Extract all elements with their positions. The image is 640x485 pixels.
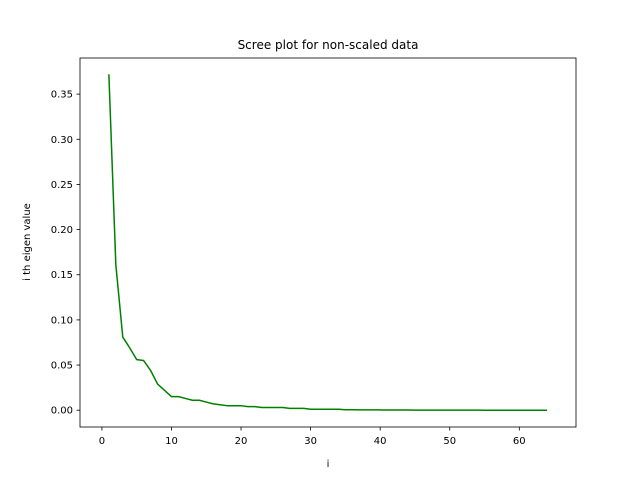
y-tick-label: 0.30 — [51, 135, 73, 146]
plot-area: 0 10 20 30 40 50 60 0.00 0.05 0.10 0.15 0.20 0.25 0.3… — [51, 57, 577, 447]
x-tick-label: 40 — [374, 436, 387, 447]
y-tick-label: 0.20 — [51, 225, 73, 236]
x-tick-label: 0 — [99, 436, 105, 447]
y-tick-label: 0.00 — [51, 406, 73, 417]
y-axis-label: i th eigen value — [22, 203, 33, 281]
x-tick-label: 10 — [165, 436, 178, 447]
x-tick-label: 20 — [235, 436, 248, 447]
y-tick-label: 0.10 — [51, 315, 73, 326]
chart-title: Scree plot for non-scaled data — [238, 38, 419, 52]
y-tick-label: 0.15 — [51, 270, 73, 281]
axes-frame — [79, 57, 577, 428]
x-tick-label: 50 — [443, 436, 456, 447]
x-tick-label: 60 — [513, 436, 526, 447]
y-tick-label: 0.35 — [51, 90, 73, 101]
y-tick-label: 0.05 — [51, 361, 73, 372]
y-tick-label: 0.25 — [51, 180, 73, 191]
series-line-0 — [108, 74, 548, 411]
x-tick-label: 30 — [304, 436, 317, 447]
x-axis-label: i — [327, 459, 330, 470]
